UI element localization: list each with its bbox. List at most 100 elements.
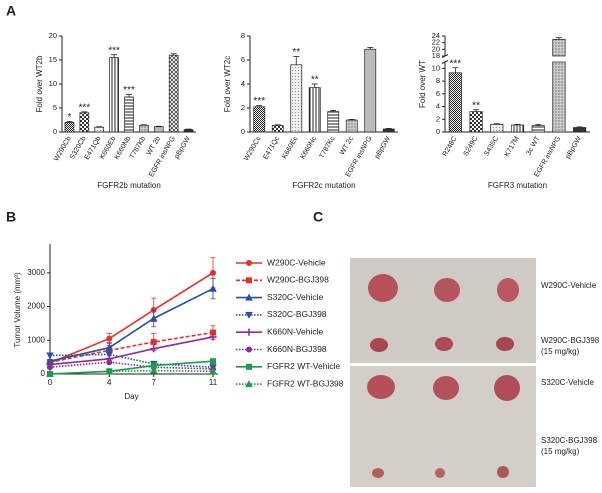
- bar: [469, 111, 483, 133]
- data-point: [106, 335, 113, 342]
- y-tick-label: 2: [436, 114, 440, 123]
- legend-label: FGFR2 WT-BGJ398: [267, 378, 344, 388]
- significance: *: [67, 112, 71, 123]
- legend-label: K660N-BGJ398: [267, 344, 327, 354]
- significance: ***: [78, 102, 90, 113]
- legend-marker: [245, 328, 253, 336]
- bar: [271, 125, 284, 133]
- y-tick-label: 10: [49, 79, 57, 88]
- legend-label: K660N-Vehicle: [267, 326, 324, 336]
- x-tick-label: K660Ec: [281, 135, 300, 160]
- axis-break: [441, 60, 449, 64]
- bar: [253, 106, 266, 133]
- x-tick-label: T787Kc: [318, 135, 336, 160]
- bar: [364, 48, 377, 133]
- x-tick-label: 4: [107, 378, 112, 387]
- photo-label: S320C-BGJ398: [541, 436, 598, 445]
- panel-label: A: [6, 3, 16, 19]
- data-point: [105, 351, 114, 359]
- x-tick-label: S249C: [463, 135, 480, 157]
- significance: **: [292, 47, 300, 58]
- x-tick-label: 3c WT: [525, 135, 542, 157]
- series-line: [49, 369, 214, 375]
- data-point: [105, 343, 114, 351]
- x-axis-label: FGFR2c mutation: [292, 181, 355, 190]
- bar: [327, 111, 340, 133]
- panel-label: C: [313, 209, 323, 225]
- series-line: [49, 353, 214, 369]
- bar: [573, 127, 587, 133]
- x-tick-label: W290Cc: [243, 135, 263, 162]
- panel-label: B: [6, 209, 16, 225]
- bar: [552, 61, 566, 133]
- bar: [124, 96, 134, 133]
- legend-label: W290C-Vehicle: [267, 257, 326, 267]
- y-tick-label: 2: [241, 103, 245, 112]
- series-line: [49, 360, 214, 375]
- y-tick-label: 18: [432, 51, 440, 60]
- significance: ***: [253, 96, 265, 107]
- series-line: [49, 336, 214, 366]
- y-tick-label: 15: [49, 55, 57, 64]
- y-tick-label: 0: [436, 127, 440, 136]
- legend-marker: [245, 277, 252, 284]
- y-tick-label: 24: [432, 31, 440, 40]
- photo-label: S320C-Vehicle: [541, 378, 594, 387]
- legend-marker: [245, 311, 253, 319]
- data-point: [209, 333, 217, 341]
- bar: [308, 87, 321, 133]
- series-line: [49, 272, 214, 364]
- bar: [109, 57, 119, 133]
- y-axis-label: Fold over WT2c: [223, 56, 232, 112]
- data-point: [149, 314, 158, 322]
- data-point: [47, 364, 54, 371]
- legend-label: FGFR2 WT-Vehicle: [267, 361, 340, 371]
- legend-marker: [245, 259, 252, 266]
- legend-label: S320C-BGJ398: [267, 309, 327, 319]
- y-tick-label: 0: [241, 127, 245, 136]
- data-point: [46, 352, 54, 360]
- series-line: [49, 331, 214, 363]
- legend-marker: [245, 293, 253, 301]
- bar: [168, 54, 179, 133]
- bar: [490, 124, 504, 133]
- data-point: [209, 367, 217, 375]
- y-axis-label: Fold over WT2b: [35, 55, 44, 112]
- x-axis-label: FGFR2b mutation: [97, 181, 161, 190]
- photo: [350, 258, 536, 487]
- y-tick-label: 4: [436, 102, 440, 111]
- x-tick-label: pBpGW: [374, 135, 393, 160]
- data-point: [106, 359, 113, 366]
- data-point: [209, 269, 216, 276]
- x-axis-label: FGFR3 mutation: [488, 181, 547, 190]
- x-tick-label: 7: [152, 378, 157, 387]
- data-point: [209, 358, 216, 365]
- bar: [552, 38, 566, 57]
- y-tick-label: 0: [53, 127, 57, 136]
- y-tick-label: 2000: [27, 302, 45, 311]
- y-axis-label: Fold over WT: [418, 60, 427, 108]
- bar: [448, 72, 462, 133]
- bar: [382, 128, 395, 133]
- significance: ***: [450, 58, 462, 69]
- x-tick-label: S435C: [483, 135, 500, 157]
- data-point: [105, 367, 114, 375]
- y-tick-label: 0: [41, 369, 46, 378]
- x-tick-label: K660Nc: [300, 135, 319, 160]
- series-line: [49, 361, 214, 370]
- significance: **: [311, 75, 319, 86]
- x-tick-label: 11: [209, 378, 218, 387]
- bar: [94, 126, 105, 133]
- y-tick-label: 1000: [27, 335, 45, 344]
- bar: [183, 129, 194, 133]
- photo-label: W290C-BGJ398: [541, 336, 600, 345]
- photo-label: (15 mg/kg): [541, 447, 580, 456]
- data-point: [150, 345, 158, 353]
- y-tick-label: 6: [436, 89, 440, 98]
- bar: [510, 124, 525, 133]
- y-tick-label: 5: [53, 103, 57, 112]
- photo-label: (15 mg/kg): [541, 347, 580, 356]
- significance: **: [472, 100, 480, 111]
- bar: [64, 122, 75, 133]
